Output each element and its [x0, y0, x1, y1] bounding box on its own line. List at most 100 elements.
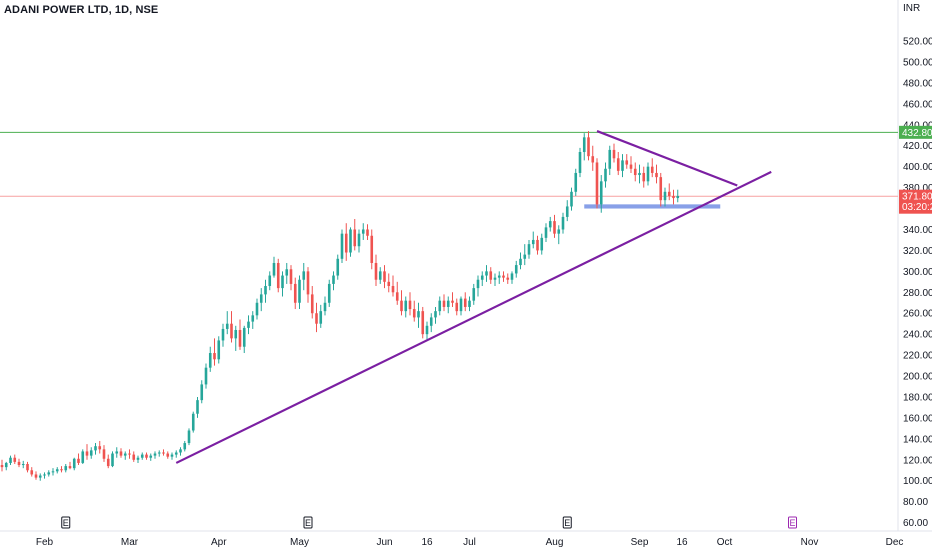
candle-body	[625, 160, 629, 165]
y-tick-label: 400.00	[903, 162, 932, 173]
candle-body	[574, 172, 578, 192]
currency-label: INR	[903, 3, 920, 14]
candle-body	[21, 463, 25, 466]
candle-body	[548, 221, 552, 228]
candle-body	[472, 288, 476, 301]
candle-body	[514, 265, 518, 274]
earnings-event-marker	[562, 516, 572, 529]
candle-body	[0, 465, 4, 468]
candle-body	[153, 453, 157, 456]
candle-body	[200, 384, 204, 401]
candle-body	[429, 317, 433, 326]
candle-body	[480, 275, 484, 280]
candle-body	[395, 292, 399, 301]
y-tick-label: 480.00	[903, 78, 932, 89]
x-tick-label: Apr	[211, 537, 227, 548]
candle-body	[476, 279, 480, 289]
candle-body	[115, 451, 119, 454]
candle-body	[298, 279, 301, 303]
y-tick-label: 180.00	[903, 392, 932, 403]
candle-body	[536, 239, 539, 251]
candle-body	[591, 156, 595, 163]
candle-body	[553, 221, 556, 234]
candle-body	[612, 149, 616, 159]
candle-body	[582, 137, 586, 153]
y-tick-label: 320.00	[903, 246, 932, 257]
candle-body	[17, 461, 21, 466]
candle-body	[655, 172, 658, 178]
candle-body	[497, 275, 501, 278]
candle-body	[170, 454, 174, 457]
candle-body	[519, 258, 522, 266]
candle-body	[374, 262, 378, 280]
candle-body	[523, 254, 527, 259]
candle-body	[383, 271, 386, 282]
earnings-event-marker	[788, 516, 797, 529]
y-tick-label: 420.00	[903, 141, 932, 152]
descending-trendline	[596, 130, 738, 187]
candle-body	[361, 229, 365, 234]
candle-body	[510, 273, 514, 280]
candle-body	[9, 457, 12, 463]
y-tick-label: 260.00	[903, 309, 932, 320]
candle-body	[459, 298, 463, 312]
candle-body	[302, 271, 306, 280]
candle-body	[638, 172, 641, 176]
y-tick-label: 140.00	[903, 434, 932, 445]
candle-body	[425, 325, 429, 335]
candle-body	[336, 258, 340, 276]
candle-body	[570, 191, 573, 207]
x-tick-label: 16	[676, 537, 688, 548]
candle-body	[378, 271, 382, 280]
candle-body	[344, 233, 348, 253]
candle-body	[94, 446, 97, 451]
candle-body	[128, 453, 131, 455]
candle-body	[616, 158, 620, 171]
candle-body	[242, 327, 246, 347]
candle-body	[81, 451, 85, 463]
y-tick-label: 100.00	[903, 476, 932, 487]
candle-body	[38, 475, 42, 478]
candle-body	[485, 271, 488, 276]
y-tick-label: 340.00	[903, 225, 932, 236]
candle-body	[319, 311, 323, 324]
countdown-text: 03:20:24	[902, 202, 932, 213]
x-tick-label: Feb	[36, 537, 54, 548]
resistance-price-tag	[899, 125, 932, 139]
candle-body	[259, 294, 263, 303]
candle-body	[417, 311, 420, 318]
candle-body	[47, 472, 51, 475]
candle-body	[544, 227, 548, 238]
candle-body	[353, 229, 357, 247]
candle-body	[157, 452, 161, 454]
candle-body	[565, 206, 569, 217]
candle-body	[196, 400, 199, 414]
candle-body	[438, 300, 442, 312]
candle-body	[276, 262, 280, 289]
candle-body	[676, 195, 680, 199]
candle-body	[306, 271, 310, 295]
current-price-text: 371.80	[902, 192, 932, 203]
candle-body	[357, 233, 361, 247]
y-tick-label: 160.00	[903, 413, 932, 424]
candle-body	[421, 311, 425, 335]
candle-body	[272, 262, 276, 276]
candle-body	[621, 160, 624, 171]
candle-body	[285, 269, 289, 276]
candle-body	[370, 235, 374, 263]
candle-body	[204, 367, 208, 385]
earnings-event-label: E	[63, 518, 69, 528]
candle-body	[408, 300, 412, 310]
y-tick-label: 220.00	[903, 351, 932, 362]
candle-body	[391, 286, 395, 293]
candle-body	[672, 195, 675, 199]
candle-body	[55, 469, 59, 472]
y-tick-label: 240.00	[903, 330, 932, 341]
candle-body	[68, 466, 72, 469]
candle-body	[561, 216, 565, 230]
candle-body	[506, 277, 510, 280]
candle-body	[208, 353, 212, 368]
candle-body	[434, 311, 437, 318]
candle-body	[327, 283, 331, 303]
